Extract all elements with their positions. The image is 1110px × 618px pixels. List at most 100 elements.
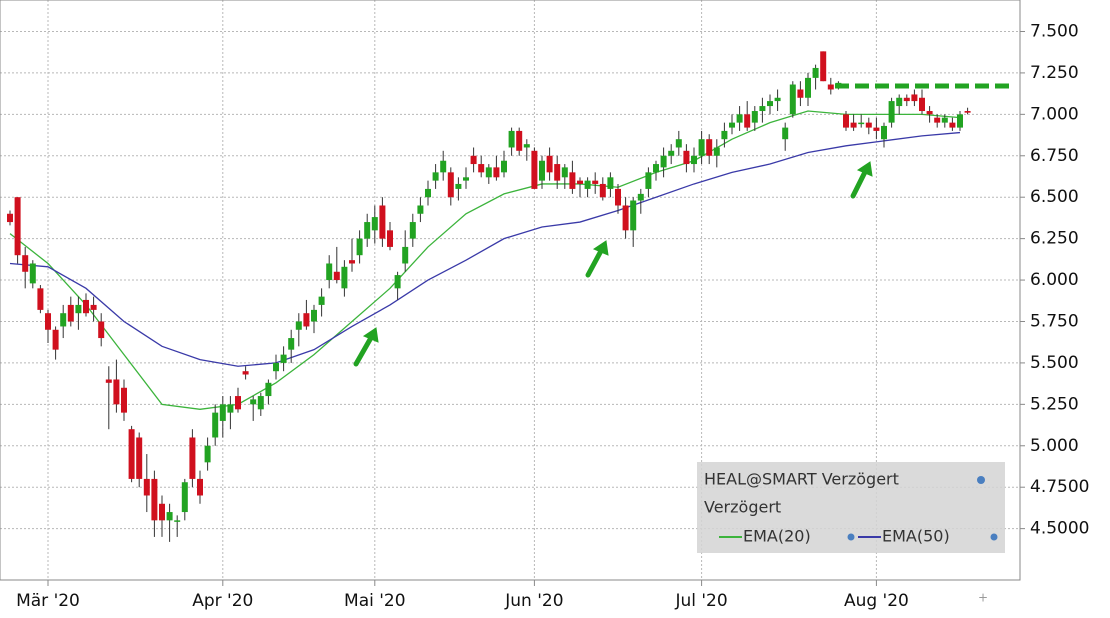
- candle-body: [22, 255, 29, 272]
- candle-body: [584, 180, 591, 189]
- x-tick-label: Mai '20: [344, 591, 406, 611]
- candle-body: [303, 313, 310, 327]
- candle-body: [774, 97, 781, 102]
- candle-body: [166, 512, 173, 521]
- candle-body: [653, 164, 659, 173]
- candle-body: [105, 379, 112, 383]
- candle-body: [630, 200, 637, 231]
- candle-body: [919, 97, 925, 112]
- candle-body: [789, 84, 796, 115]
- candle-body: [455, 183, 462, 189]
- candle-body: [599, 183, 606, 198]
- candle-body: [896, 97, 903, 107]
- candle-body: [121, 387, 127, 413]
- candle-body: [181, 482, 188, 513]
- candle-body: [197, 478, 203, 496]
- candle-body: [797, 89, 804, 98]
- y-tick-label: 5.000: [1030, 436, 1079, 456]
- candle-body: [174, 520, 181, 522]
- candle-body: [934, 117, 941, 123]
- x-tick-label: Mär '20: [16, 591, 80, 611]
- candle-body: [90, 304, 97, 310]
- candle-body: [242, 371, 249, 375]
- candle-body: [250, 399, 257, 405]
- candle-body: [592, 180, 599, 184]
- candle-body: [759, 106, 766, 112]
- candle-body: [858, 122, 865, 125]
- candle-body: [7, 213, 13, 223]
- x-tick-label: Apr '20: [192, 591, 253, 611]
- candle-body: [516, 130, 523, 151]
- candle-body: [964, 111, 971, 113]
- legend: HEAL@SMART Verzögert Verzögert EMA(20) E…: [697, 462, 1005, 553]
- candle-body: [212, 412, 219, 438]
- candle-body: [554, 164, 561, 181]
- legend-title: HEAL@SMART Verzögert: [704, 470, 899, 489]
- candle-body: [318, 296, 325, 305]
- arrow: [353, 327, 379, 367]
- y-tick-label: 5.250: [1030, 394, 1079, 414]
- candle-body: [744, 114, 751, 128]
- candle-body: [820, 51, 827, 82]
- candle-body: [204, 445, 211, 463]
- candle-body: [288, 338, 295, 350]
- candle-body: [273, 362, 279, 372]
- candle-body: [668, 150, 675, 156]
- candle-body: [539, 160, 545, 181]
- y-tick-label: 6.000: [1030, 270, 1079, 290]
- candle-body: [736, 114, 743, 123]
- candle-body: [493, 167, 500, 178]
- candle-body: [151, 478, 158, 521]
- candle-body: [143, 478, 150, 496]
- y-tick-label: 5.750: [1030, 311, 1079, 331]
- candle-body: [949, 122, 956, 128]
- candle-body: [706, 139, 713, 156]
- y-tick-label: 6.500: [1030, 187, 1079, 207]
- candle-body: [843, 114, 849, 128]
- candle-body: [83, 299, 89, 314]
- candle-body: [926, 111, 933, 115]
- candle-body: [379, 205, 386, 239]
- candle-body: [660, 155, 667, 168]
- candle-body: [531, 150, 538, 189]
- candle-body: [546, 155, 553, 173]
- candle-body: [227, 404, 234, 413]
- legend-icon: [977, 476, 985, 484]
- candle-body: [941, 117, 948, 123]
- candle-body: [615, 188, 621, 206]
- candle-body: [425, 188, 431, 198]
- legend-label: EMA(20): [743, 527, 811, 546]
- candle-body: [189, 437, 196, 479]
- candle-body: [409, 222, 416, 239]
- y-tick-label: 7.000: [1030, 104, 1079, 124]
- candle-body: [577, 180, 583, 184]
- candle-body: [911, 94, 918, 102]
- candle-body: [333, 271, 340, 281]
- y-tick-label: 4.5000: [1030, 519, 1089, 539]
- y-tick-label: 6.750: [1030, 146, 1079, 166]
- candle-body: [387, 230, 393, 247]
- candle-body: [675, 139, 682, 148]
- candle-body: [622, 205, 629, 231]
- candle-body: [265, 382, 272, 397]
- y-tick-label: 4.7500: [1030, 477, 1089, 497]
- legend-label: EMA(50): [882, 527, 950, 546]
- candle-body: [561, 167, 568, 178]
- candle-body: [729, 122, 735, 128]
- arrows: [353, 161, 873, 367]
- candle-body: [683, 150, 690, 165]
- candle-body: [569, 172, 576, 189]
- y-tick-label: 7.500: [1030, 21, 1079, 41]
- candle-body: [812, 67, 819, 78]
- candle-body: [75, 304, 82, 314]
- candle-body: [45, 313, 51, 330]
- candle-body: [326, 263, 333, 281]
- candle-body: [888, 101, 895, 123]
- candle-body: [751, 111, 758, 123]
- candle-body: [447, 172, 454, 198]
- candle-body: [113, 379, 120, 405]
- candle-body: [903, 97, 910, 102]
- candle-body: [470, 155, 477, 165]
- candle-body: [295, 321, 302, 330]
